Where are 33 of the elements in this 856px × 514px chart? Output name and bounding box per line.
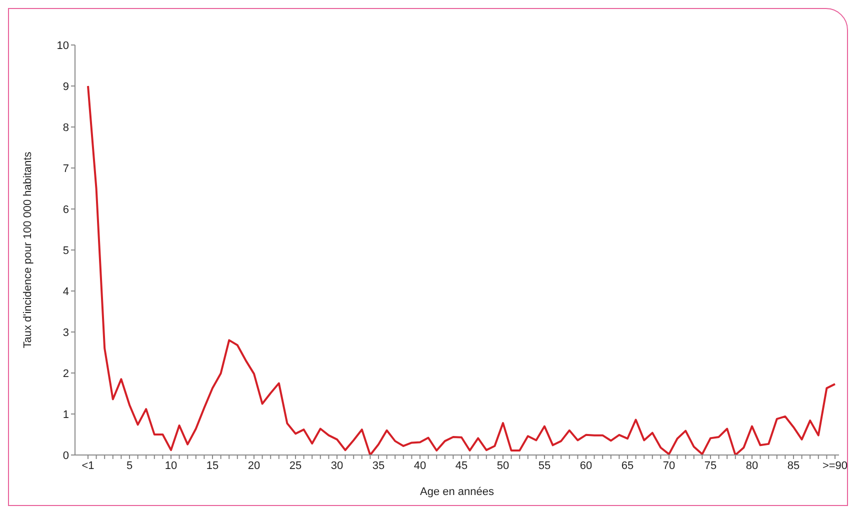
- y-tick-label: 7: [62, 162, 69, 175]
- x-tick-label: 50: [496, 460, 510, 472]
- x-axis-title: Age en années: [420, 486, 494, 498]
- x-tick-label: >=90: [822, 460, 848, 472]
- x-tick-label: 70: [662, 460, 676, 472]
- y-tick-label: 2: [62, 368, 69, 380]
- x-tick-label: 45: [455, 460, 468, 472]
- x-tick-label: 10: [164, 460, 178, 472]
- x-tick-label: 55: [538, 460, 551, 472]
- y-tick-label: 5: [62, 244, 69, 257]
- x-tick-label: 30: [330, 460, 344, 472]
- y-tick-label: 1: [62, 408, 69, 421]
- y-tick-label: 6: [62, 204, 69, 216]
- line-series: [87, 85, 836, 455]
- x-tick-label: 20: [248, 460, 260, 472]
- y-tick-label: 9: [62, 80, 69, 93]
- x-tick-label: 15: [206, 460, 219, 472]
- x-tick-label: 5: [126, 460, 133, 472]
- x-tick-label: 85: [787, 460, 800, 472]
- y-tick-label: 4: [62, 286, 69, 298]
- y-tick-label: 0: [62, 450, 69, 462]
- y-tick-label: 3: [62, 326, 69, 339]
- y-tick-label: 8: [62, 122, 69, 134]
- x-tick-label: 35: [372, 460, 385, 472]
- x-tick-label: 60: [580, 460, 592, 472]
- x-tick-label: 80: [746, 460, 758, 472]
- x-tick-label: 65: [621, 460, 634, 472]
- x-tick-label: 40: [414, 460, 426, 472]
- x-tick-label: 75: [704, 460, 717, 472]
- y-axis-title: Taux d'incidence pour 100 000 habitants: [22, 151, 34, 348]
- x-tick-label: <1: [82, 460, 94, 472]
- x-tick-label: 25: [289, 460, 302, 472]
- y-tick-label: 10: [56, 40, 69, 52]
